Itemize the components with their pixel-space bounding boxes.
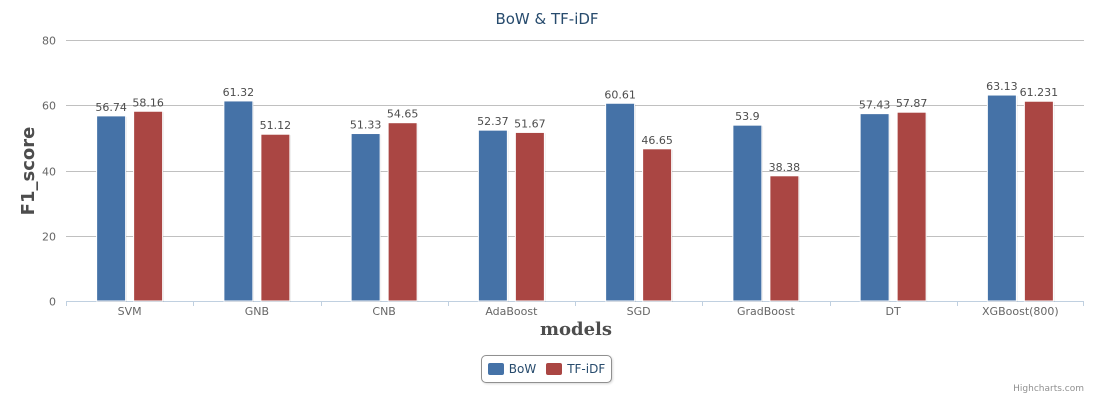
bar-tfidf-cnb[interactable] <box>387 122 418 302</box>
data-label: 51.12 <box>260 119 292 132</box>
data-label: 38.38 <box>769 161 801 174</box>
grid-lines <box>66 40 1084 302</box>
data-label: 51.33 <box>350 119 382 132</box>
x-tick-label: SVM <box>118 305 142 318</box>
bar-bow-cnb[interactable] <box>350 133 381 302</box>
bar-bow-svm[interactable] <box>96 115 127 302</box>
data-label: 58.16 <box>132 96 164 109</box>
legend-item-bow[interactable]: BoW <box>487 362 537 376</box>
data-label: 63.13 <box>986 80 1018 93</box>
data-label: 60.61 <box>604 88 636 101</box>
bar-tfidf-svm[interactable] <box>133 110 164 302</box>
data-label: 51.67 <box>514 117 546 130</box>
bar-bow-dt[interactable] <box>859 113 890 302</box>
bar-tfidf-adaboost[interactable] <box>514 131 545 302</box>
x-tick-label: XGBoost(800) <box>982 305 1059 318</box>
legend-swatch-bow <box>487 363 504 375</box>
y-tick-label: 0 <box>49 296 56 309</box>
bar-tfidf-dt[interactable] <box>896 111 927 302</box>
credits-link[interactable]: Highcharts.com <box>1013 384 1084 394</box>
y-tick-label: 40 <box>42 166 56 179</box>
data-labels: 56.74 58.16 61.32 51.12 51.33 54.65 52.37 51.67… <box>95 80 1058 174</box>
y-tick-label: 80 <box>42 35 56 48</box>
bar-bow-gnb[interactable] <box>223 100 254 302</box>
data-label: 53.9 <box>735 110 760 123</box>
x-tick-label: GNB <box>245 305 269 318</box>
bar-bow-gradboost[interactable] <box>732 124 763 302</box>
y-tick-label: 60 <box>42 100 56 113</box>
data-label: 54.65 <box>387 108 419 121</box>
legend-swatch-tfidf <box>546 363 563 375</box>
legend-label-tfidf: TF-iDF <box>567 362 606 376</box>
x-tick-label: AdaBoost <box>485 305 538 318</box>
chart-title: BoW & TF-iDF <box>495 10 598 28</box>
legend-label-bow: BoW <box>508 362 537 376</box>
legend: BoW TF-iDF <box>481 355 612 383</box>
data-label: 57.87 <box>896 97 928 110</box>
y-tick-label: 20 <box>42 231 56 244</box>
bar-tfidf-sgd[interactable] <box>642 148 673 302</box>
bars <box>96 94 1055 303</box>
x-tick-label: GradBoost <box>737 305 796 318</box>
bar-tfidf-gradboost[interactable] <box>769 175 800 302</box>
bar-tfidf-gnb[interactable] <box>260 133 291 302</box>
data-label: 56.74 <box>95 101 127 114</box>
bar-bow-sgd[interactable] <box>605 102 636 302</box>
data-label: 61.32 <box>223 86 255 99</box>
bar-bow-xgboost800[interactable] <box>986 94 1017 302</box>
data-label: 52.37 <box>477 115 509 128</box>
data-label: 57.43 <box>859 99 891 112</box>
x-tick-label: CNB <box>372 305 395 318</box>
axes: 0 20 40 60 80 SVM GNB CNB AdaBoost SGD GradBoost DT… <box>42 35 1084 318</box>
x-axis-title: models <box>540 319 612 340</box>
data-label: 46.65 <box>641 134 673 147</box>
bar-tfidf-xgboost800[interactable] <box>1023 100 1054 302</box>
x-tick-label: SGD <box>627 305 651 318</box>
y-axis-title: F1_score <box>18 127 39 216</box>
bar-bow-adaboost[interactable] <box>477 129 508 302</box>
data-label: 61.231 <box>1020 86 1059 99</box>
legend-item-tfidf[interactable]: TF-iDF <box>546 362 605 376</box>
x-tick-label: DT <box>886 305 901 318</box>
